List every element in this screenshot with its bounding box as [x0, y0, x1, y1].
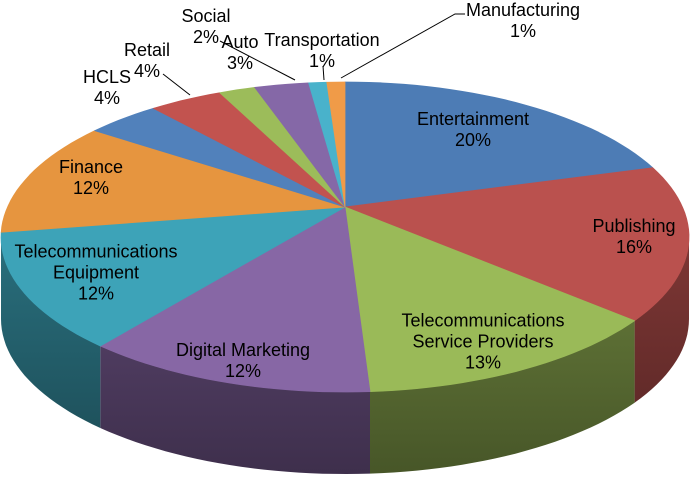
pie-slice-auto: [254, 82, 346, 208]
pie-slice-telecom-service-providers: [344, 206, 635, 392]
pie-slice-publishing: [344, 167, 690, 322]
leader-line-retail: [162, 73, 191, 96]
pie-wall-publishing: [634, 237, 689, 403]
pie-wall-telecom-service-providers: [370, 320, 635, 474]
leader-line-transportation: [322, 65, 325, 81]
pie-wall-digital-marketing: [100, 346, 371, 474]
pie-slice-manufacturing: [326, 81, 346, 208]
leader-line-manufacturing: [340, 13, 465, 79]
pie-slice-finance: [0, 130, 346, 233]
leader-line-auto: [219, 40, 296, 81]
pie-slice-digital-marketing: [99, 206, 371, 393]
pie-slice-telecom-equipment: [0, 206, 346, 347]
pie-slice-hcls: [94, 107, 346, 208]
pie-slice-retail: [152, 92, 346, 208]
pie-slice-entertainment: [344, 81, 654, 208]
pie-wall-telecom-equipment: [1, 237, 101, 428]
